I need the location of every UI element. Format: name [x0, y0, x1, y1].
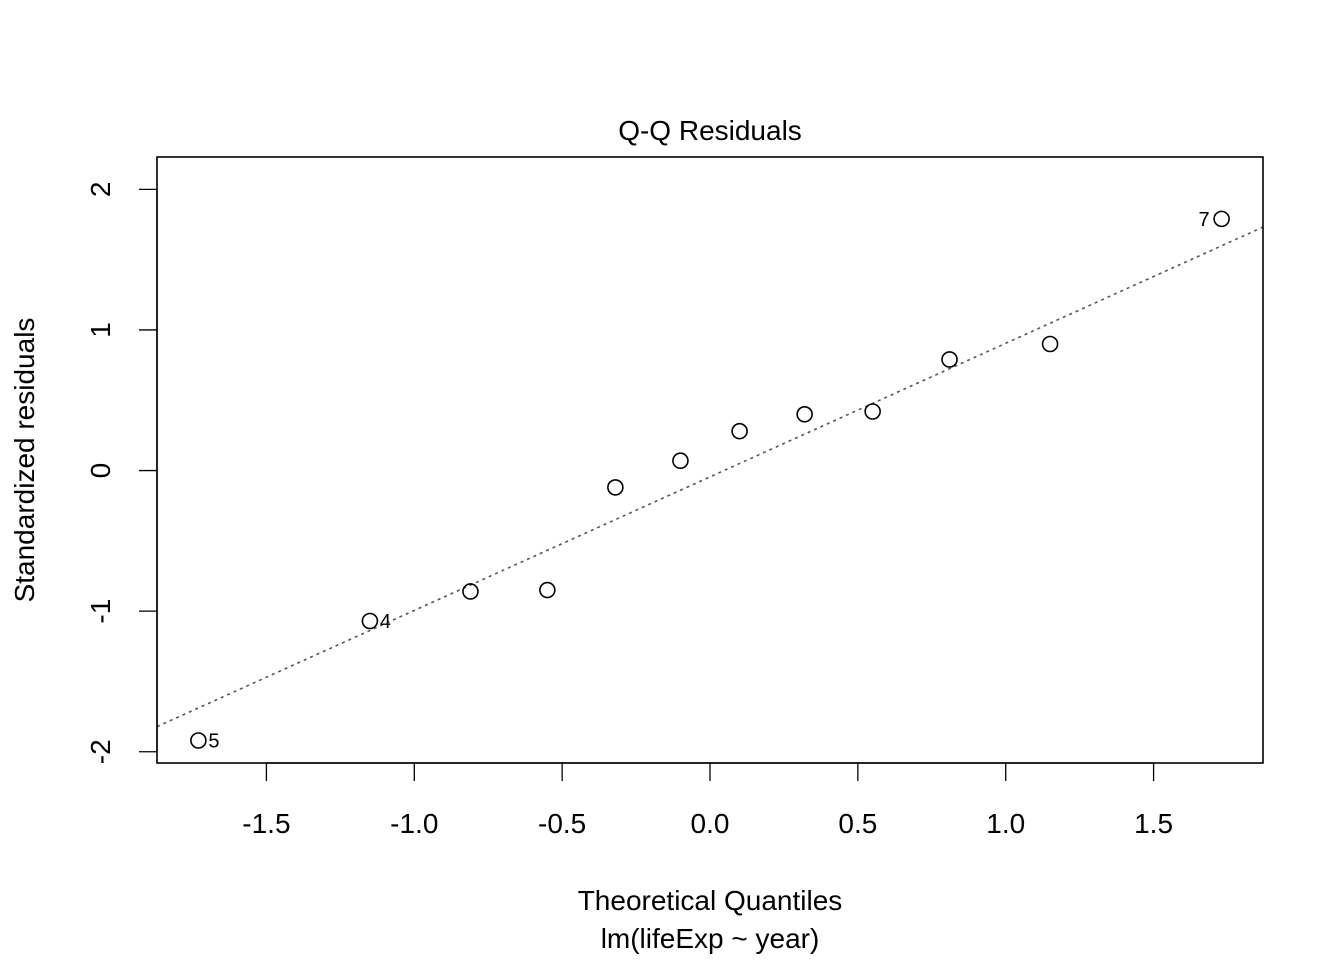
data-point [796, 406, 813, 423]
y-tick-label: 1 [85, 322, 116, 338]
qq-reference-line [157, 226, 1263, 728]
point-label: 7 [1198, 209, 1209, 231]
y-tick-label: 2 [85, 182, 116, 198]
data-point [941, 351, 958, 368]
data-point [731, 422, 748, 440]
data-point [864, 403, 881, 420]
x-tick-label: 0.5 [838, 808, 877, 839]
x-tick-label: 1.0 [986, 808, 1025, 839]
data-point [361, 612, 379, 630]
y-axis-title: Standardized residuals [9, 318, 40, 603]
x-axis-title: Theoretical Quantiles [578, 885, 843, 916]
point-label: 5 [208, 731, 219, 753]
y-axis: -2 -1 0 1 2 [85, 182, 158, 764]
y-tick-label: -2 [85, 739, 116, 764]
points-layer: 5 4 7 [190, 209, 1230, 753]
data-point [1041, 335, 1059, 353]
x-tick-label: 0.0 [691, 808, 730, 839]
x-tick-label: 1.5 [1134, 808, 1173, 839]
data-point [672, 452, 689, 470]
data-point [462, 583, 479, 600]
data-point [539, 581, 556, 599]
plot-frame [156, 156, 1264, 764]
data-point [190, 732, 207, 749]
point-label: 4 [380, 611, 391, 633]
x-tick-label: -0.5 [538, 808, 586, 839]
data-point [607, 479, 624, 496]
x-tick-label: -1.5 [242, 808, 290, 839]
chart-title: Q-Q Residuals [618, 115, 802, 146]
reference-line-layer [157, 226, 1263, 728]
x-tick-label: -1.0 [390, 808, 438, 839]
x-axis-subtitle: lm(lifeExp ~ year) [601, 923, 820, 954]
x-axis: -1.5 -1.0 -0.5 0.0 0.5 1.0 1.5 [242, 762, 1173, 839]
y-tick-label: 0 [85, 463, 116, 479]
y-tick-label: -1 [85, 599, 116, 624]
data-point [1213, 210, 1230, 228]
